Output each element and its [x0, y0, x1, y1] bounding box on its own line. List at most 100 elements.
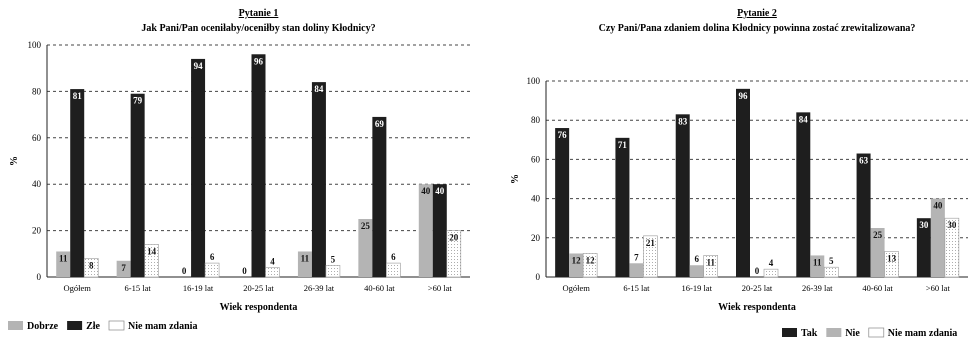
x-tick-label: 6-15 lat — [623, 283, 650, 293]
bar-złe — [251, 54, 266, 277]
data-label: 79 — [133, 96, 143, 106]
bar-nie-mam-zdania — [763, 268, 779, 278]
data-label: 81 — [73, 91, 83, 101]
x-axis-label: Wiek respondenta — [718, 302, 796, 313]
data-label: 8 — [89, 260, 94, 270]
bar-nie — [930, 198, 945, 277]
data-label: 71 — [618, 140, 628, 150]
y-tick-label: 20 — [531, 233, 541, 243]
y-tick-label: 0 — [536, 272, 541, 282]
x-tick-label: >60 lat — [428, 283, 453, 293]
bar-dobrze — [297, 251, 312, 277]
y-tick-label: 100 — [527, 76, 541, 86]
data-label: 0 — [182, 266, 187, 276]
data-label: 69 — [375, 119, 385, 129]
bar-tak — [615, 137, 630, 277]
data-label: 11 — [813, 257, 822, 267]
x-tick-label: 6-15 lat — [125, 283, 152, 293]
data-label: 0 — [755, 266, 760, 276]
chart-subtitle: Jak Pani/Pan oceniłaby/oceniłby stan dol… — [141, 23, 375, 34]
data-label: 6 — [391, 252, 396, 262]
y-tick-label: 20 — [32, 226, 42, 236]
bar-nie-mam-zdania — [83, 258, 99, 278]
y-tick-label: 60 — [531, 154, 541, 164]
legend-label: Nie — [845, 328, 860, 339]
bar-dobrze — [116, 260, 131, 277]
x-tick-label: 26-39 lat — [304, 283, 335, 293]
bar-dobrze — [418, 184, 433, 277]
data-label: 84 — [314, 84, 324, 94]
data-label: 96 — [739, 91, 749, 101]
y-tick-label: 80 — [32, 86, 42, 96]
bar-nie-mam-zdania — [823, 266, 839, 278]
data-label: 6 — [210, 252, 215, 262]
bar-nie-mam-zdania — [386, 262, 401, 278]
legend-swatch — [67, 321, 83, 330]
legend-swatch — [826, 328, 842, 337]
bar-nie-mam-zdania — [703, 255, 719, 278]
bar-tak — [916, 218, 931, 277]
y-axis-label: % — [510, 174, 521, 184]
data-label: 7 — [634, 252, 639, 262]
bar-złe — [191, 58, 206, 277]
bar-nie-mam-zdania — [265, 267, 280, 278]
data-label: 11 — [59, 253, 68, 263]
bar-złe — [130, 93, 145, 277]
bar-tak — [736, 88, 750, 277]
data-label: 0 — [242, 266, 247, 276]
y-axis-label: % — [9, 156, 20, 166]
data-label: 5 — [829, 256, 834, 266]
bar-nie — [569, 253, 584, 277]
bar-tak — [555, 128, 570, 277]
data-label: 4 — [270, 257, 275, 267]
x-tick-label: 40-60 lat — [364, 283, 395, 293]
legend-label: Dobrze — [27, 321, 59, 332]
chart-1: Pytanie 1 Jak Pani/Pan oceniłaby/oceniłby… — [8, 8, 470, 332]
data-label: 20 — [449, 233, 459, 243]
data-label: 6 — [694, 254, 699, 264]
legend-swatch — [8, 321, 23, 330]
legend-swatch — [782, 328, 797, 337]
legend-swatch — [108, 320, 125, 331]
chart-title: Pytanie 1 — [239, 8, 279, 19]
x-tick-label: Ogółem — [64, 283, 92, 293]
x-tick-label: Ogółem — [562, 283, 590, 293]
data-label: 12 — [586, 255, 596, 265]
bar-nie — [689, 265, 704, 277]
x-tick-label: 20-25 lat — [243, 283, 274, 293]
data-label: 30 — [919, 220, 929, 230]
data-label: 94 — [194, 61, 204, 71]
data-label: 11 — [706, 257, 715, 267]
bar-nie-mam-zdania — [204, 262, 220, 278]
y-tick-label: 0 — [37, 272, 42, 282]
bar-złe — [372, 116, 387, 277]
data-label: 21 — [646, 238, 656, 248]
legend-label: Tak — [801, 328, 818, 339]
bar-nie-mam-zdania — [144, 244, 159, 278]
y-tick-label: 100 — [28, 40, 42, 50]
legend-label: Nie mam zdania — [888, 328, 957, 339]
y-tick-label: 40 — [32, 179, 42, 189]
data-label: 84 — [799, 114, 809, 124]
x-tick-label: 26-39 lat — [802, 283, 833, 293]
x-tick-label: 40-60 lat — [862, 283, 893, 293]
data-label: 4 — [769, 258, 774, 268]
bar-nie-mam-zdania — [446, 230, 462, 278]
bar-złe — [70, 89, 85, 277]
data-label: 63 — [859, 156, 869, 166]
bar-nie-mam-zdania — [582, 253, 598, 278]
data-label: 25 — [873, 230, 883, 240]
bar-złe — [311, 82, 326, 278]
data-label: 76 — [558, 130, 568, 140]
data-label: 7 — [121, 263, 126, 273]
data-label: 83 — [678, 116, 688, 126]
y-tick-label: 60 — [32, 133, 42, 143]
data-label: 11 — [301, 253, 310, 263]
legend-swatch — [868, 327, 885, 338]
bar-nie — [810, 255, 825, 277]
data-label: 12 — [572, 255, 582, 265]
x-tick-label: 16-19 lat — [681, 283, 712, 293]
bar-dobrze — [56, 251, 71, 277]
legend-label: Nie mam zdania — [128, 321, 197, 332]
